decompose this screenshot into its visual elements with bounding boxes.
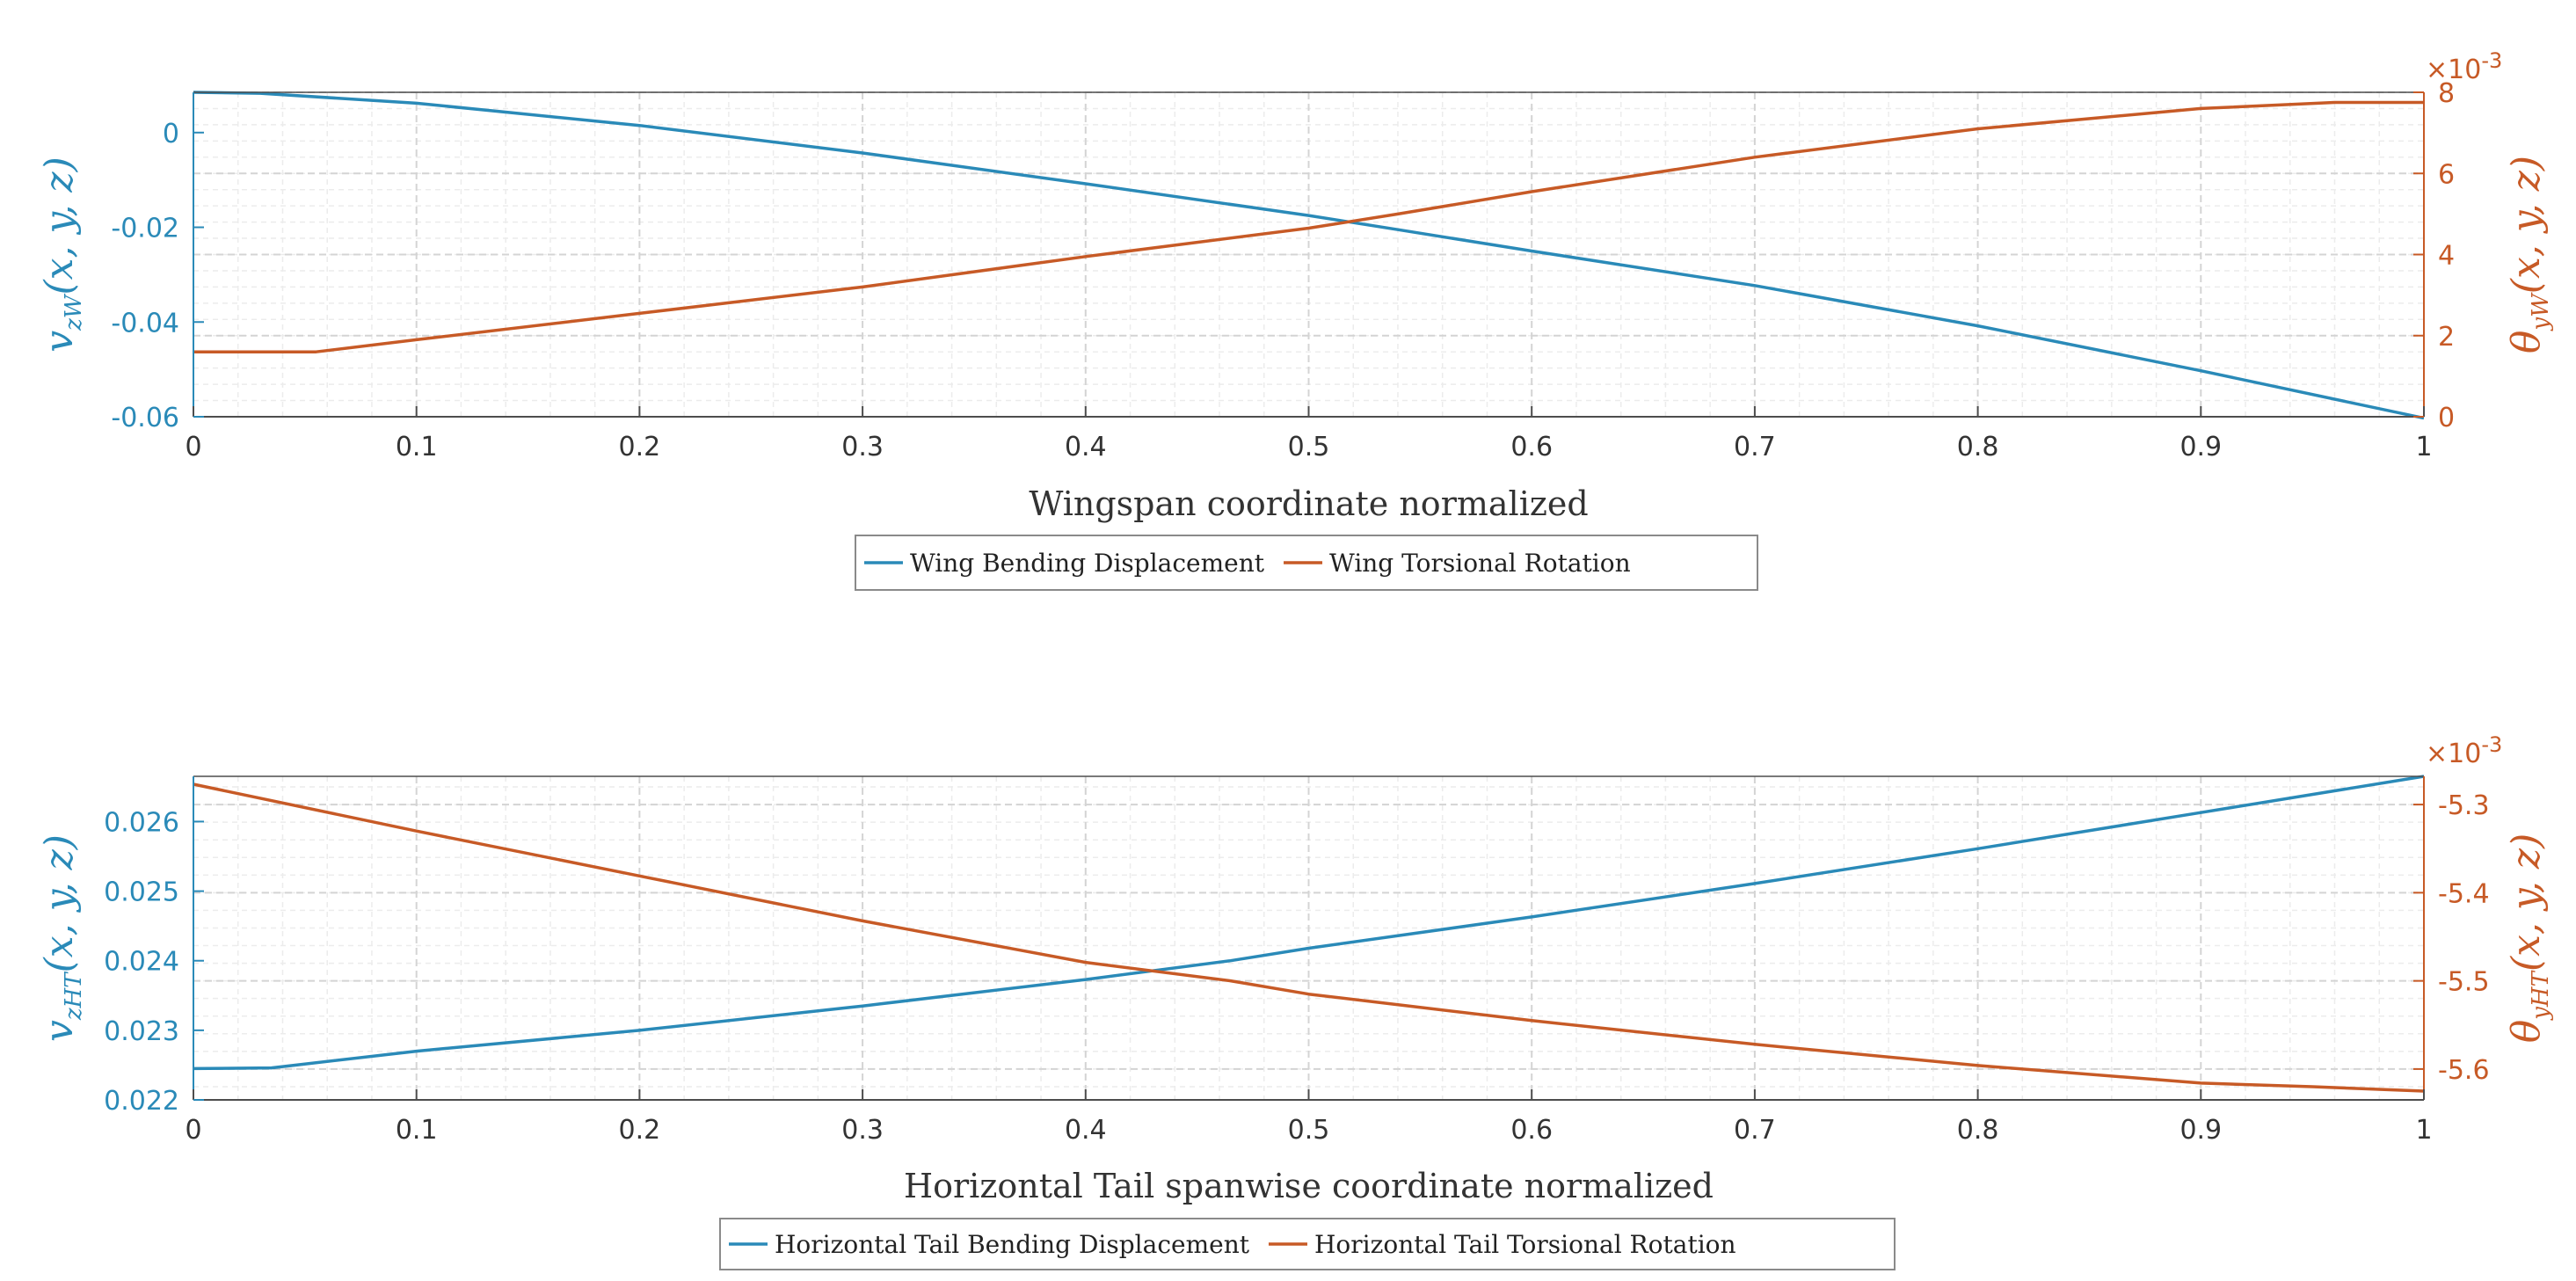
right-y-axis-label-args: (x, y, z) [2504, 156, 2549, 294]
right-axis-exponent: ×10-3 [2426, 48, 2502, 85]
left-y-tick-label: 0.024 [104, 947, 179, 978]
x-tick-label: 0 [185, 432, 201, 462]
right-y-tick-label: 4 [2438, 241, 2455, 272]
x-tick-label: 0.4 [1065, 432, 1107, 462]
right-y-axis-label-args: (x, y, z) [2504, 833, 2549, 972]
left-y-axis-label-args: (x, y, z) [37, 834, 82, 972]
left-y-axis-label-args: (x, y, z) [37, 156, 82, 295]
x-tick-label: 0 [185, 1115, 201, 1146]
wing-chart: 0 0.1 0.2 0.3 0.4 0.5 0.6 0.7 0.8 0.9 10-0.02-0.04… [37, 48, 2554, 591]
exponent-power: -3 [2481, 732, 2502, 757]
legend-label: Wing Bending Displacement [910, 549, 1265, 578]
x-axis-label: Horizontal Tail spanwise coordinate norm… [904, 1167, 1714, 1205]
exponent-base: ×10 [2426, 739, 2481, 769]
right-y-tick-label: 6 [2438, 159, 2455, 190]
left-y-axis-label-subscript: zHT [61, 972, 87, 1021]
x-tick-label: 0.7 [1734, 432, 1776, 462]
x-axis-label: Wingspan coordinate normalized [1029, 484, 1588, 523]
tail-chart: 0 0.1 0.2 0.3 0.4 0.5 0.6 0.7 0.8 0.9 1 0.022 0.023 0… [37, 732, 2554, 1270]
right-y-axis-label: θyW(x, y, z) [2504, 156, 2554, 353]
left-y-tick-label: -0.02 [111, 214, 179, 244]
right-y-axis-label-main: θ [2504, 1020, 2549, 1044]
series-line-horizontal-tail-torsional-rotation [193, 782, 2425, 1093]
x-tick-label: 0.5 [1288, 1115, 1330, 1146]
x-tick-label: 0.1 [396, 432, 438, 462]
right-y-tick-label: -5.5 [2438, 967, 2490, 998]
legend-label: Wing Torsional Rotation [1329, 549, 1631, 578]
left-y-tick-label: -0.06 [111, 403, 179, 433]
x-tick-label: 0.9 [2179, 1115, 2222, 1146]
exponent-power: -3 [2481, 48, 2502, 73]
x-tick-label: 0.6 [1510, 1115, 1553, 1146]
right-y-axis-label-subscript: yW [2528, 292, 2554, 331]
x-tick-label: 0.8 [1957, 1115, 1999, 1146]
x-tick-label: 0.4 [1065, 1115, 1107, 1146]
left-y-tick-label: 0 [163, 119, 179, 149]
left-y-tick-label: 0.022 [104, 1086, 179, 1117]
right-y-tick-label: 0 [2438, 403, 2455, 433]
left-y-axis-label: vzHT(x, y, z) [37, 834, 87, 1042]
left-y-axis-label-main: v [37, 331, 82, 353]
x-tick-label: 1 [2415, 432, 2432, 462]
x-tick-label: 0.2 [619, 1115, 661, 1146]
right-y-axis-label-subscript: yHT [2528, 970, 2554, 1020]
left-y-tick-label: 0.023 [104, 1016, 179, 1047]
right-y-axis-label: θyHT(x, y, z) [2504, 833, 2554, 1044]
right-y-tick-label: -5.3 [2438, 790, 2490, 821]
series-line-wing-bending-displacement [193, 91, 2425, 420]
left-y-tick-label: 0.026 [104, 807, 179, 838]
x-tick-label: 0.7 [1734, 1115, 1776, 1146]
right-y-tick-label: 8 [2438, 78, 2455, 109]
x-tick-label: 0.5 [1288, 432, 1330, 462]
series-line-horizontal-tail-bending-displacement [193, 775, 2425, 1071]
left-y-tick-label: -0.04 [111, 308, 179, 338]
series-line-wing-torsional-rotation [193, 100, 2424, 353]
left-y-axis-label-subscript: zW [61, 293, 87, 331]
exponent-base: ×10 [2426, 55, 2481, 85]
x-tick-label: 0.1 [396, 1115, 438, 1146]
left-y-axis-label: vzW(x, y, z) [37, 156, 87, 353]
right-y-axis-label-main: θ [2504, 331, 2549, 354]
legend-label: Horizontal Tail Bending Displacement [775, 1230, 1250, 1259]
right-axis-exponent: ×10-3 [2426, 732, 2502, 769]
right-y-tick-label: -5.4 [2438, 878, 2490, 909]
left-y-axis-label-main: v [37, 1020, 82, 1042]
x-tick-label: 0.6 [1510, 432, 1553, 462]
x-tick-label: 1 [2415, 1115, 2432, 1146]
x-tick-label: 0.3 [841, 432, 884, 462]
right-y-tick-label: -5.6 [2438, 1055, 2490, 1086]
x-tick-label: 0.9 [2179, 432, 2222, 462]
legend-label: Horizontal Tail Torsional Rotation [1314, 1230, 1736, 1259]
x-tick-label: 0.2 [619, 432, 661, 462]
right-y-tick-label: 2 [2438, 322, 2455, 353]
legend-box [719, 1218, 1896, 1270]
left-y-tick-label: 0.025 [104, 877, 179, 908]
x-tick-label: 0.8 [1957, 432, 1999, 462]
x-tick-label: 0.3 [841, 1115, 884, 1146]
